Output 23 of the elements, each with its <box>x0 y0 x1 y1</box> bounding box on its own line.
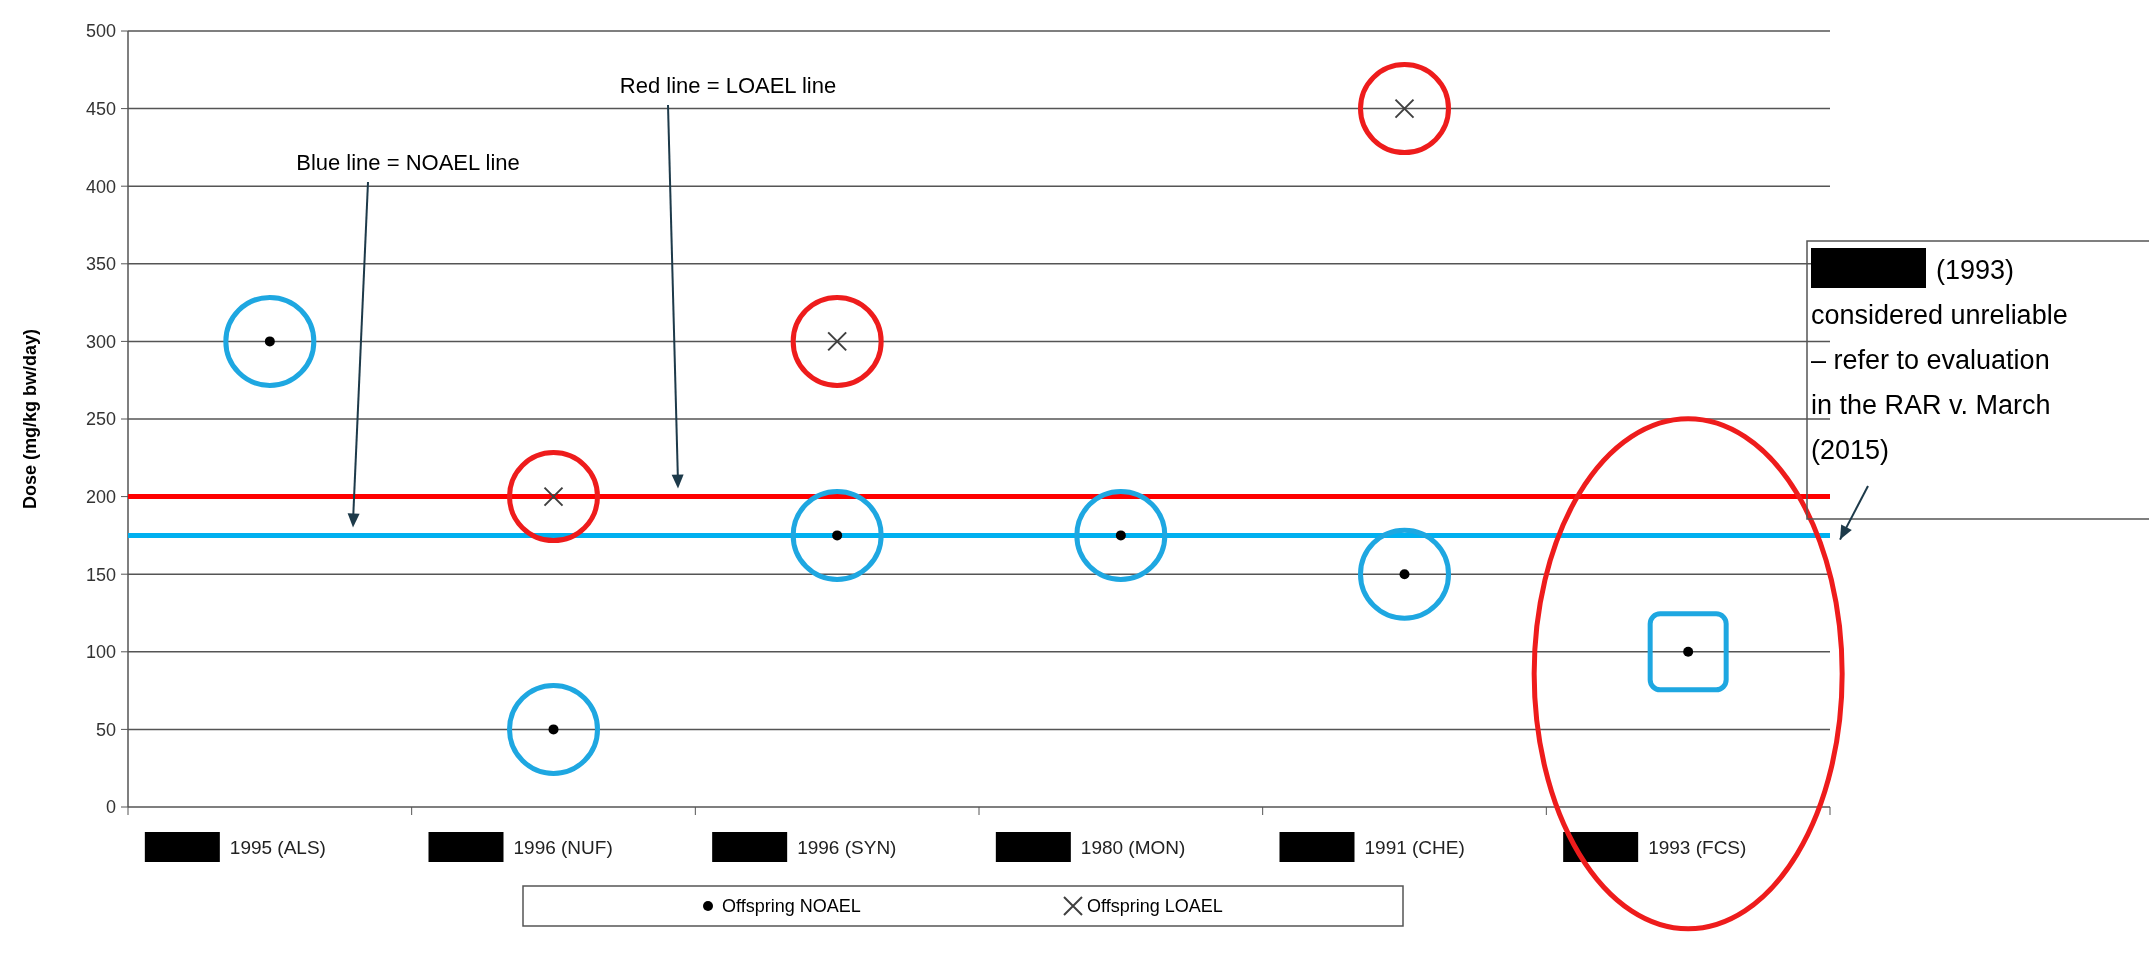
legend-label: Offspring NOAEL <box>722 896 861 917</box>
legend-label: Offspring LOAEL <box>1087 896 1223 917</box>
y-tick-label: 50 <box>95 719 116 740</box>
y-tick-label: 0 <box>105 797 116 818</box>
y-tick-label: 400 <box>85 176 116 197</box>
x-tick-label: 1993 (FCS) <box>1648 836 1747 858</box>
y-tick-label: 500 <box>85 21 116 42</box>
y-tick-label: 150 <box>85 564 116 585</box>
x-tick-label: 1996 (NUF) <box>513 836 613 858</box>
y-tick-label: 350 <box>85 254 116 275</box>
y-axis-title: Dose (mg/kg bw/day) <box>20 328 40 510</box>
annotation: (1993) considered unreliable – refer to evaluation in the RAR v. March (2015) <box>1811 255 2068 466</box>
y-tick-label: 200 <box>85 486 116 507</box>
y-tick-label: 300 <box>85 331 116 352</box>
y-tick-label: 250 <box>85 409 116 430</box>
y-tick-label: 450 <box>85 98 116 119</box>
y-tick-label: 100 <box>85 642 116 663</box>
annotation: Blue line = NOAEL line <box>296 150 520 175</box>
x-tick-label: 1980 (MON) <box>1080 836 1186 858</box>
annotation: Red line = LOAEL line <box>619 73 837 98</box>
x-tick-label: 1995 (ALS) <box>229 836 326 858</box>
x-tick-label: 1996 (SYN) <box>797 836 897 858</box>
x-tick-label: 1991 (CHE) <box>1364 836 1465 858</box>
